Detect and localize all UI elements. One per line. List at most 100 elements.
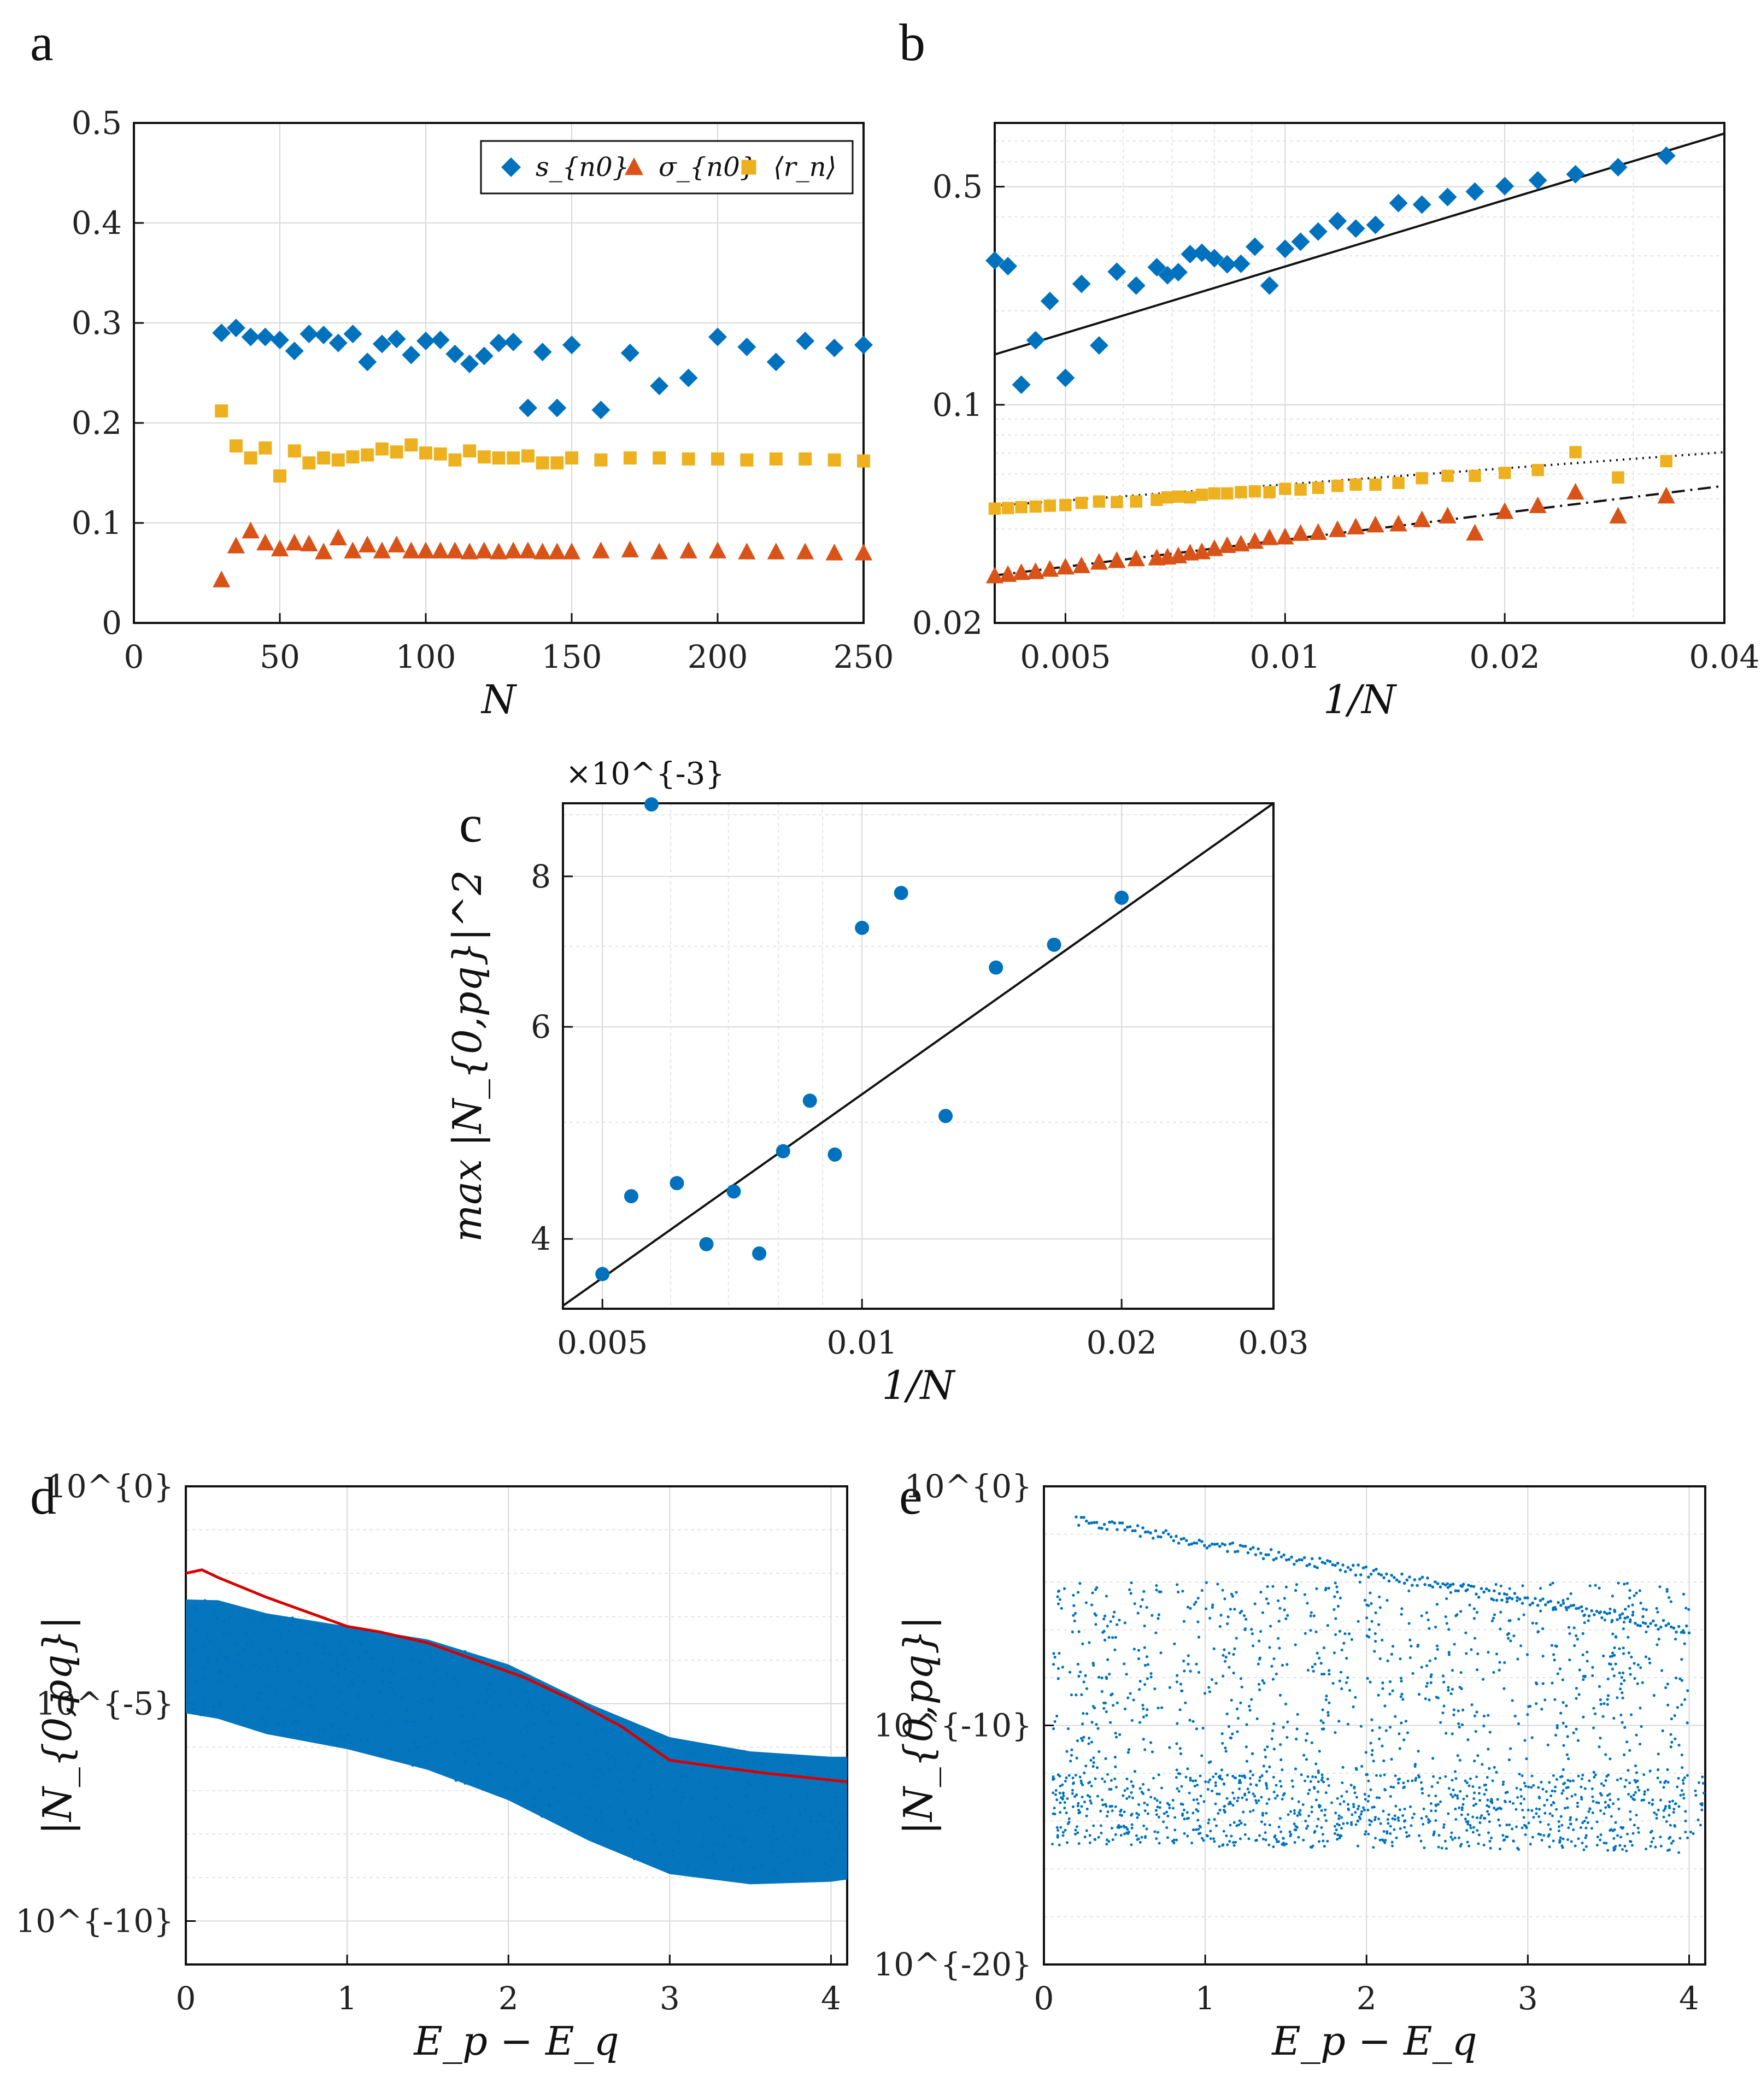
e-middle-band-point-607: [1627, 1604, 1630, 1608]
e-middle-band-point-327: [1218, 1625, 1222, 1628]
e-upper-arc-point-199: [1584, 1607, 1588, 1610]
e-middle-band-point-828: [1223, 1660, 1227, 1663]
e-middle-band-point-264: [1175, 1680, 1178, 1684]
d-x-tick-label-4: 4: [821, 1980, 841, 2017]
e-middle-band-point-692: [1408, 1656, 1412, 1660]
d-scatter-point-454: [237, 1720, 240, 1723]
e-lower-band-point-137: [1359, 1817, 1362, 1820]
e-middle-band-point-735: [1428, 1698, 1431, 1702]
e-middle-band-point-444: [1249, 1769, 1252, 1773]
d-scatter-point-614: [497, 1761, 500, 1764]
d-scatter-point-529: [756, 1768, 759, 1772]
d-x-tick-label-1: 1: [337, 1980, 357, 2017]
e-lower-band-point-51: [1374, 1816, 1377, 1819]
b-series-0-point-26: [1389, 193, 1408, 213]
e-upper-arc-point-176: [1526, 1596, 1529, 1599]
e-lower-band-point-594: [1616, 1778, 1619, 1781]
e-lower-band-point-995: [1666, 1849, 1670, 1852]
e-upper-arc-point-225: [1651, 1619, 1655, 1623]
e-middle-band-point-541: [1428, 1627, 1431, 1630]
e-upper-arc-point-227: [1657, 1627, 1660, 1631]
d-scatter-point-27: [525, 1726, 529, 1729]
e-lower-band-point-788: [1278, 1817, 1282, 1820]
e-lower-band-point-393: [1196, 1810, 1200, 1813]
e-middle-band-point-523: [1150, 1614, 1154, 1617]
e-middle-band-point-415: [1408, 1638, 1412, 1642]
e-middle-band-point-634: [1447, 1628, 1451, 1631]
e-middle-band-point-143: [1285, 1736, 1289, 1739]
e-middle-band-point-616: [1481, 1763, 1484, 1766]
e-lower-band-point-809: [1488, 1839, 1492, 1843]
e-lower-band-point-770: [1061, 1831, 1065, 1834]
b-series-1-point-15: [1208, 487, 1221, 500]
d-scatter-point-279: [381, 1668, 385, 1671]
e-lower-band-point-60: [1184, 1775, 1188, 1779]
e-lower-band-point-885: [1131, 1785, 1135, 1789]
d-scatter-point-217: [551, 1742, 555, 1745]
d-scatter-point-148: [768, 1834, 772, 1838]
d-scatter-point-411: [370, 1657, 373, 1660]
d-scatter-point-433: [793, 1872, 796, 1875]
e-middle-band-point-62: [1655, 1607, 1658, 1610]
e-lower-band-point-204: [1258, 1834, 1261, 1837]
e-lower-band-point-472: [1166, 1836, 1169, 1839]
e-lower-band-point-250: [1267, 1798, 1271, 1801]
e-lower-band-point-690: [1537, 1795, 1541, 1798]
e-lower-band-point-757: [1279, 1785, 1283, 1788]
e-middle-band-point-199: [1232, 1672, 1235, 1675]
e-lower-band-point-864: [1449, 1793, 1453, 1796]
e-upper-arc-point-157: [1477, 1596, 1481, 1599]
e-middle-band-point-799: [1416, 1645, 1419, 1648]
e-middle-band-point-419: [1103, 1638, 1107, 1642]
d-scatter-point-490: [769, 1872, 772, 1876]
e-middle-band-point-159: [1200, 1754, 1204, 1757]
e-lower-band-point-930: [1247, 1791, 1251, 1794]
e-lower-band-point-730: [1456, 1797, 1459, 1800]
e-lower-band-point-460: [1480, 1814, 1483, 1817]
e-lower-band-point-350: [1092, 1824, 1095, 1827]
b-series-1-point-2: [1015, 501, 1028, 514]
a-series-1-point-32: [796, 543, 814, 560]
e-upper-arc-point-82: [1284, 1558, 1288, 1562]
d-scatter-point-223: [741, 1760, 744, 1764]
e-middle-band-point-509: [1625, 1740, 1629, 1744]
a-series-0-point-15: [431, 331, 450, 350]
e-middle-band-point-654: [1245, 1745, 1248, 1749]
e-lower-band-point-257: [1195, 1798, 1199, 1801]
b-series-0-point-0: [985, 251, 1004, 270]
e-middle-band-point-67: [1186, 1767, 1189, 1770]
e-middle-band-point-373: [1315, 1587, 1318, 1590]
e-middle-band-point-829: [1492, 1598, 1495, 1602]
e-lower-band-point-390: [1394, 1817, 1397, 1821]
d-scatter-point-113: [742, 1839, 745, 1843]
d-scatter-point-547: [718, 1757, 721, 1761]
e-middle-band-point-496: [1123, 1707, 1127, 1711]
e-upper-arc-point-168: [1505, 1600, 1509, 1604]
e-middle-band-point-817: [1090, 1603, 1094, 1607]
e-middle-band-point-750: [1197, 1670, 1201, 1674]
e-lower-band-point-377: [1067, 1774, 1071, 1777]
e-lower-band-point-338: [1524, 1833, 1527, 1837]
e-middle-band-point-709: [1068, 1670, 1072, 1674]
e-lower-band-point-877: [1414, 1777, 1418, 1780]
d-scatter-point-620: [415, 1761, 418, 1764]
d-scatter-point-491: [524, 1690, 527, 1693]
a-x-tick-label-2: 100: [396, 638, 456, 675]
e-middle-band-point-333: [1587, 1619, 1590, 1622]
e-lower-band-point-1040: [1403, 1785, 1406, 1789]
b-series-1-point-24: [1349, 478, 1362, 491]
e-middle-band-point-765: [1657, 1768, 1660, 1772]
e-lower-band-point-772: [1505, 1823, 1508, 1827]
d-scatter-point-131: [337, 1672, 340, 1675]
e-lower-band-point-902: [1078, 1775, 1082, 1779]
e-middle-band-point-85: [1539, 1586, 1542, 1590]
e-x-tick-label-4: 4: [1679, 1980, 1699, 2017]
e-lower-band-point-227: [1653, 1811, 1656, 1814]
d-scatter-point-501: [603, 1828, 607, 1831]
b-series-0-point-20: [1276, 239, 1295, 258]
e-middle-band-point-57: [1143, 1664, 1147, 1667]
e-middle-band-point-249: [1243, 1628, 1247, 1631]
e-lower-band-point-829: [1549, 1794, 1553, 1797]
e-lower-band-point-213: [1665, 1820, 1668, 1823]
e-middle-band-point-706: [1334, 1581, 1337, 1585]
